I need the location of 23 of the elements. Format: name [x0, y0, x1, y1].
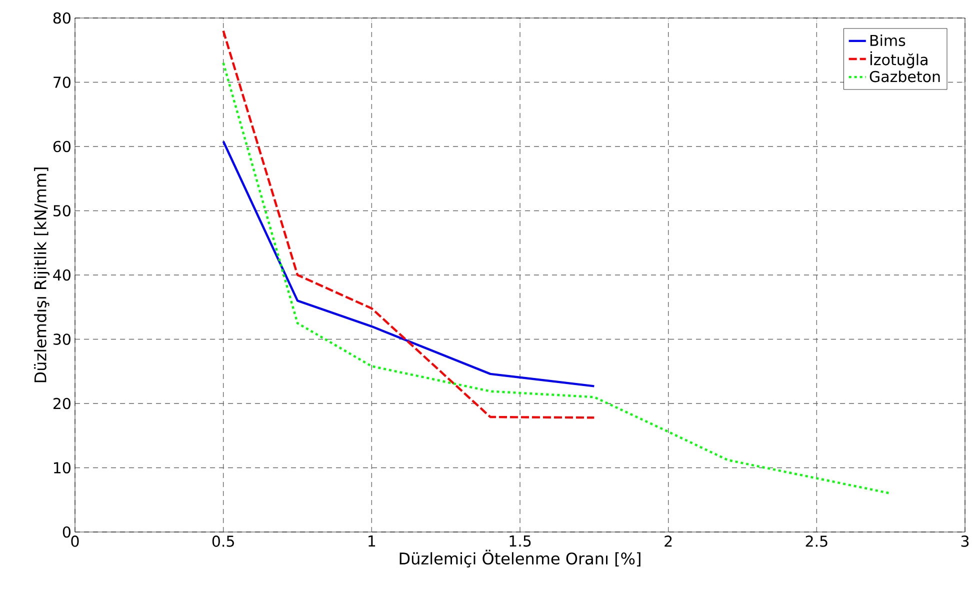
y-tick-label: 0 — [62, 526, 70, 538]
legend-label: İzotuğla — [870, 51, 928, 68]
y-tick-label: 40 — [53, 269, 70, 281]
legend-label: Bims — [870, 34, 906, 46]
y-tick-label: 80 — [53, 12, 70, 24]
x-tick-label: 3 — [961, 536, 969, 547]
x-tick-label: 1 — [368, 536, 376, 546]
y-tick-label: 30 — [54, 334, 70, 345]
y-tick-label: 60 — [53, 140, 70, 152]
y-tick-label: 70 — [54, 76, 70, 88]
x-tick-label: 2.5 — [806, 536, 828, 547]
y-tick-label: 20 — [53, 398, 70, 410]
x-tick-label: 0.5 — [212, 536, 234, 547]
x-tick-label: 1.5 — [510, 536, 531, 547]
x-axis-title: Düzlemiçi Ötelenme Oranı [%] — [400, 550, 640, 568]
x-tick-label: 0 — [71, 536, 79, 547]
y-tick-label: 10 — [54, 462, 70, 474]
y-axis-title: Düzlemdışı Rijitlik [kN/mm] — [34, 168, 50, 382]
line-series — [222, 30, 596, 419]
y-tick-label: 50 — [54, 205, 70, 216]
x-tick-label: 2 — [664, 536, 672, 547]
legend-label: Gazbeton — [870, 70, 940, 82]
line-series — [222, 140, 596, 388]
